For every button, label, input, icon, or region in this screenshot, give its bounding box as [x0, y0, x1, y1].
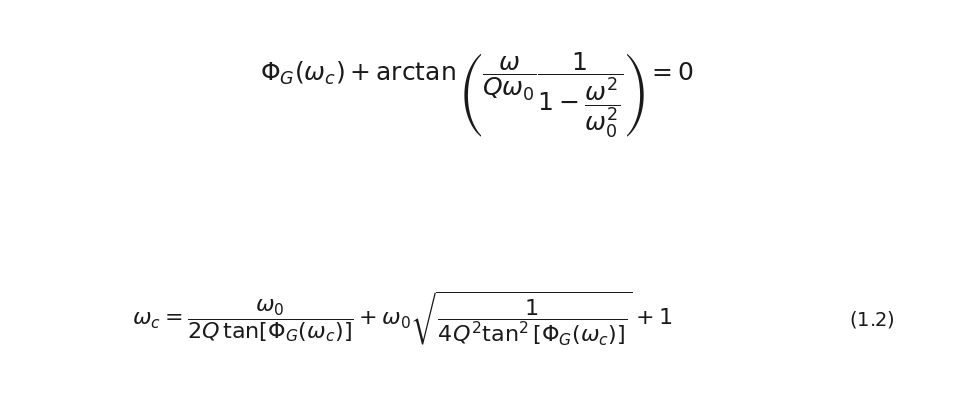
Text: $\omega_c = \dfrac{\omega_0}{2Q\,\tan[\Phi_{G}(\omega_c)]} + \omega_0\sqrt{\dfra: $\omega_c = \dfrac{\omega_0}{2Q\,\tan[\P…: [132, 289, 671, 348]
Text: $\Phi_{G}(\omega_c) + \arctan\left(\dfrac{\omega}{Q\omega_0}\dfrac{1}{1 - \dfrac: $\Phi_{G}(\omega_c) + \arctan\left(\dfra…: [260, 50, 693, 139]
Text: $(1.2)$: $(1.2)$: [848, 308, 894, 329]
